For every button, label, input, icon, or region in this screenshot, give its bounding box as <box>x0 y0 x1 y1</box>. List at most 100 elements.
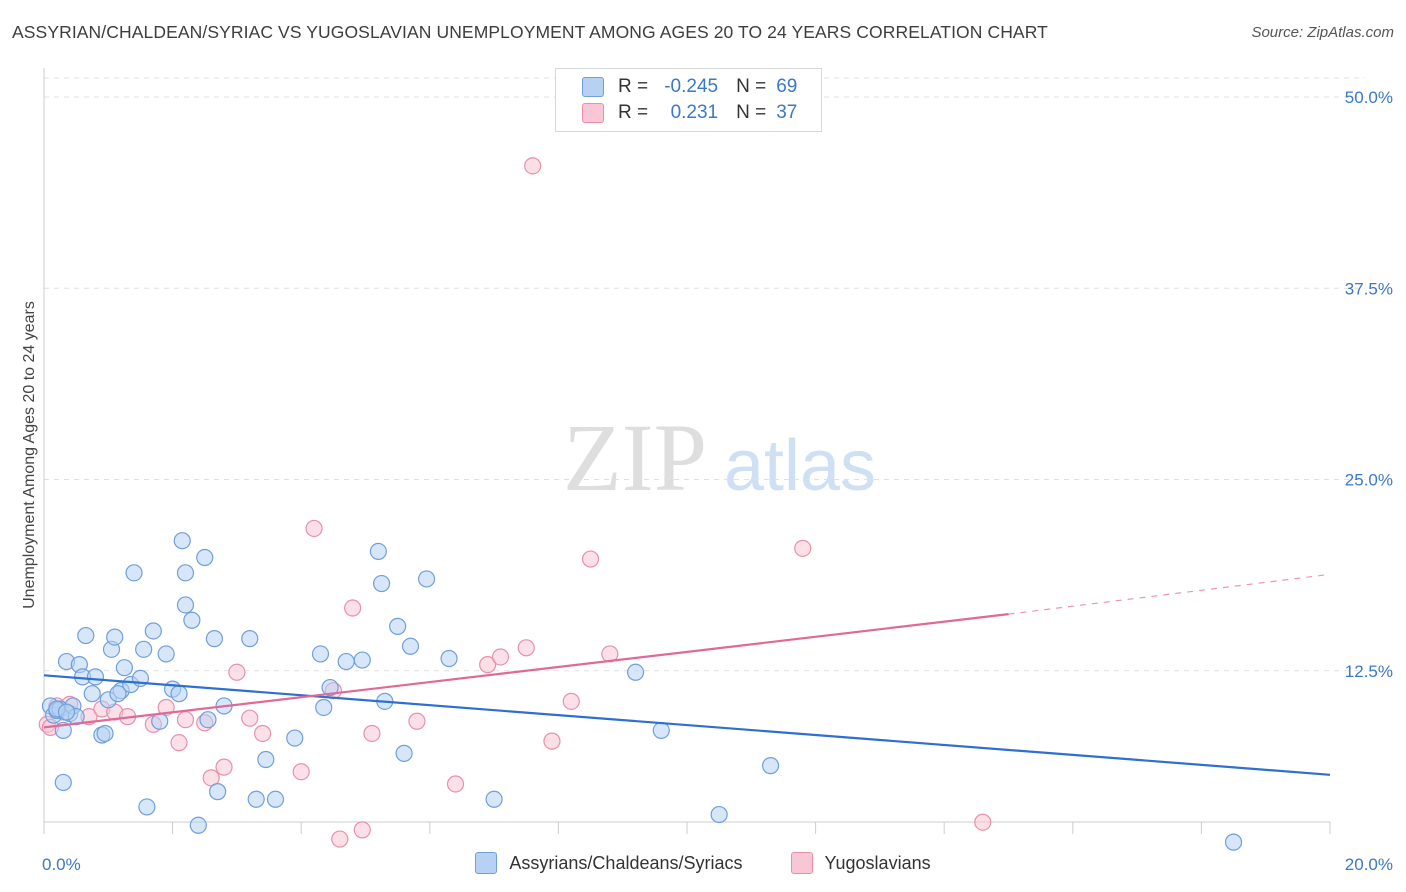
point-assyrians <box>183 611 201 629</box>
source-label: Source: ZipAtlas.com <box>1251 24 1394 41</box>
point-assyrians <box>417 570 436 588</box>
point-yugoslavians <box>517 639 535 657</box>
stats-legend: R = -0.245 N = 69 R = 0.231 N = 37 <box>555 68 822 132</box>
point-assyrians <box>401 637 420 655</box>
point-assyrians <box>389 617 407 635</box>
point-assyrians <box>652 721 670 740</box>
point-assyrians <box>173 532 191 550</box>
y-tick-label: 37.5% <box>1345 279 1393 298</box>
point-yugoslavians <box>581 550 600 568</box>
point-assyrians <box>189 816 207 834</box>
point-assyrians <box>761 757 780 775</box>
point-assyrians <box>86 668 105 686</box>
point-assyrians <box>257 750 275 769</box>
legend-swatch-blue <box>582 77 604 97</box>
x-tick-label: 0.0% <box>42 855 81 874</box>
point-assyrians <box>353 651 371 669</box>
point-yugoslavians <box>292 763 310 781</box>
point-assyrians <box>440 649 458 668</box>
point-assyrians <box>77 626 95 645</box>
point-yugoslavians <box>524 157 542 175</box>
trend-line-assyrians <box>43 674 1331 776</box>
point-yugoslavians <box>562 692 580 710</box>
point-yugoslavians <box>479 656 497 674</box>
point-assyrians <box>144 622 162 640</box>
legend-r-value: -0.245 <box>664 76 719 97</box>
point-assyrians <box>395 744 413 762</box>
point-yugoslavians <box>974 813 992 831</box>
point-assyrians <box>315 698 333 717</box>
point-yugoslavians <box>254 724 272 743</box>
point-yugoslavians <box>491 648 510 666</box>
trend-line-yugoslavians-extension <box>1008 573 1331 615</box>
legend-item-yugoslavians[interactable]: Yugoslavians <box>790 852 931 874</box>
point-assyrians <box>151 712 169 730</box>
point-assyrians <box>485 790 503 808</box>
point-assyrians <box>157 645 175 663</box>
legend-r-label: R = <box>618 102 649 123</box>
legend-n-label: N = <box>736 102 767 123</box>
point-yugoslavians <box>363 724 381 743</box>
point-yugoslavians <box>344 599 362 617</box>
point-assyrians <box>1224 833 1243 851</box>
point-yugoslavians <box>408 712 426 730</box>
y-tick-label: 25.0% <box>1345 471 1393 490</box>
point-assyrians <box>209 783 227 801</box>
point-yugoslavians <box>170 734 188 752</box>
point-yugoslavians <box>446 775 465 793</box>
point-assyrians <box>626 663 645 681</box>
x-tick-label: 20.0% <box>1345 855 1393 874</box>
legend-swatch-blue <box>475 852 498 874</box>
trend-line-yugoslavians <box>43 613 1009 729</box>
point-assyrians <box>369 542 387 561</box>
legend-n-value: 69 <box>776 76 798 97</box>
trend-lines <box>43 573 1331 776</box>
point-assyrians <box>372 574 391 593</box>
point-yugoslavians <box>794 539 812 557</box>
point-assyrians <box>205 630 223 648</box>
point-assyrians <box>54 773 72 792</box>
watermark-zip: ZIP <box>563 404 707 511</box>
point-assyrians <box>109 685 127 703</box>
point-yugoslavians <box>353 821 371 839</box>
legend-n-value: 37 <box>776 102 798 123</box>
point-assyrians <box>83 685 101 703</box>
point-assyrians <box>176 596 195 614</box>
point-assyrians <box>138 798 156 816</box>
point-assyrians <box>321 678 339 697</box>
point-assyrians <box>115 659 133 677</box>
chart-title: ASSYRIAN/CHALDEAN/SYRIAC VS YUGOSLAVIAN … <box>12 22 1048 42</box>
point-assyrians <box>196 548 214 567</box>
legend-r-value: 0.231 <box>670 102 719 123</box>
point-assyrians <box>311 645 330 663</box>
point-assyrians <box>106 628 124 646</box>
point-assyrians <box>247 790 265 808</box>
point-assyrians <box>286 729 304 747</box>
y-tick-label: 50.0% <box>1345 88 1393 107</box>
point-yugoslavians <box>202 769 220 787</box>
legend-label: Assyrians/Chaldeans/Syriacs <box>509 852 743 873</box>
point-assyrians <box>96 724 114 743</box>
point-assyrians <box>125 564 143 582</box>
legend-item-assyrians[interactable]: Assyrians/Chaldeans/Syriacs <box>475 852 743 874</box>
point-assyrians <box>199 711 217 729</box>
legend-r-label: R = <box>618 76 649 97</box>
legend-label: Yugoslavians <box>824 852 931 873</box>
axes <box>43 68 1331 834</box>
point-yugoslavians <box>228 663 246 681</box>
point-assyrians <box>266 790 285 808</box>
gridlines <box>44 77 1365 672</box>
legend-n-label: N = <box>736 76 767 97</box>
point-yugoslavians <box>543 732 561 750</box>
point-yugoslavians <box>215 758 233 776</box>
point-assyrians <box>176 564 195 582</box>
series-assyrians <box>41 532 1243 851</box>
legend-swatch-pink <box>582 103 604 123</box>
legend-swatch-pink <box>790 852 813 874</box>
y-tick-label: 12.5% <box>1345 662 1393 681</box>
point-assyrians <box>337 652 355 671</box>
watermark-atlas: atlas <box>724 426 876 506</box>
point-assyrians <box>135 640 153 658</box>
point-assyrians <box>170 685 188 703</box>
